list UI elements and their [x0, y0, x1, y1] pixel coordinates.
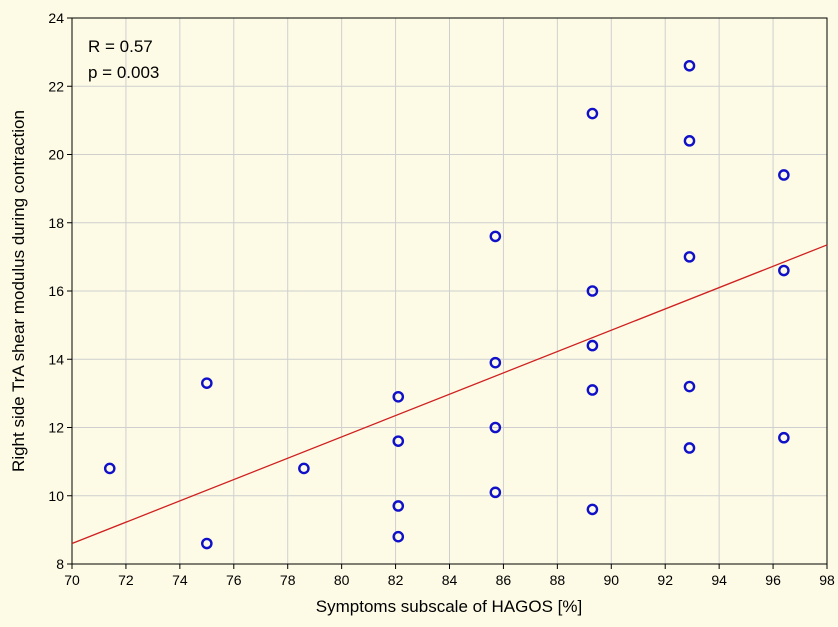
p-value-annotation: p = 0.003 — [88, 63, 159, 82]
grid-lines — [72, 18, 827, 564]
x-tick-label: 98 — [819, 572, 835, 588]
x-axis: 70 72 74 76 78 80 82 84 86 88 90 92 94 96 98 — [64, 564, 835, 588]
x-axis-title: Symptoms subscale of HAGOS [%] — [316, 597, 582, 616]
data-point — [683, 442, 696, 454]
y-tick-label: 10 — [48, 488, 64, 504]
y-axis: 8 10 12 14 16 18 20 22 24 — [48, 10, 72, 572]
y-tick-label: 24 — [48, 10, 64, 26]
y-tick-label: 12 — [48, 420, 64, 436]
data-points — [103, 59, 790, 550]
fit-line-layer — [71, 244, 828, 545]
y-tick-label: 20 — [48, 147, 64, 163]
y-axis-title: Right side TrA shear modulus during cont… — [9, 110, 28, 472]
data-point — [778, 431, 790, 444]
data-point — [392, 390, 405, 403]
data-point — [489, 486, 502, 499]
data-point — [586, 384, 599, 396]
data-point — [778, 264, 790, 277]
correlation-annotation: R = 0.57 — [88, 37, 153, 56]
x-tick-label: 86 — [496, 572, 512, 588]
data-point — [586, 285, 599, 297]
data-point — [201, 377, 213, 389]
data-point — [103, 462, 116, 475]
data-point — [586, 339, 599, 352]
x-tick-label: 88 — [550, 572, 566, 588]
data-point — [392, 435, 405, 447]
data-point — [683, 380, 696, 393]
data-point — [392, 530, 405, 543]
data-point — [683, 135, 696, 147]
data-point — [778, 169, 790, 181]
data-point — [489, 230, 502, 243]
data-point — [683, 251, 696, 263]
x-tick-label: 70 — [64, 572, 80, 588]
x-tick-label: 80 — [334, 572, 350, 588]
data-point — [392, 500, 405, 512]
data-point — [586, 107, 599, 120]
data-point — [489, 421, 502, 434]
x-tick-label: 78 — [280, 572, 296, 588]
data-point — [683, 59, 696, 72]
x-tick-label: 74 — [172, 572, 188, 588]
data-point — [298, 462, 310, 475]
data-point — [201, 537, 213, 550]
y-tick-label: 22 — [48, 78, 64, 94]
y-tick-label: 16 — [48, 283, 64, 299]
x-tick-label: 92 — [657, 572, 673, 588]
regression-line — [71, 244, 828, 545]
x-tick-label: 90 — [603, 572, 619, 588]
x-tick-label: 96 — [765, 572, 781, 588]
y-tick-label: 18 — [48, 215, 64, 231]
y-tick-label: 14 — [48, 351, 64, 367]
x-tick-label: 94 — [711, 572, 727, 588]
x-tick-label: 84 — [442, 572, 458, 588]
x-tick-label: 76 — [226, 572, 242, 588]
data-point — [489, 356, 502, 369]
y-tick-label: 8 — [56, 556, 64, 572]
data-point — [586, 503, 599, 516]
x-tick-label: 82 — [388, 572, 404, 588]
x-tick-label: 72 — [118, 572, 134, 588]
